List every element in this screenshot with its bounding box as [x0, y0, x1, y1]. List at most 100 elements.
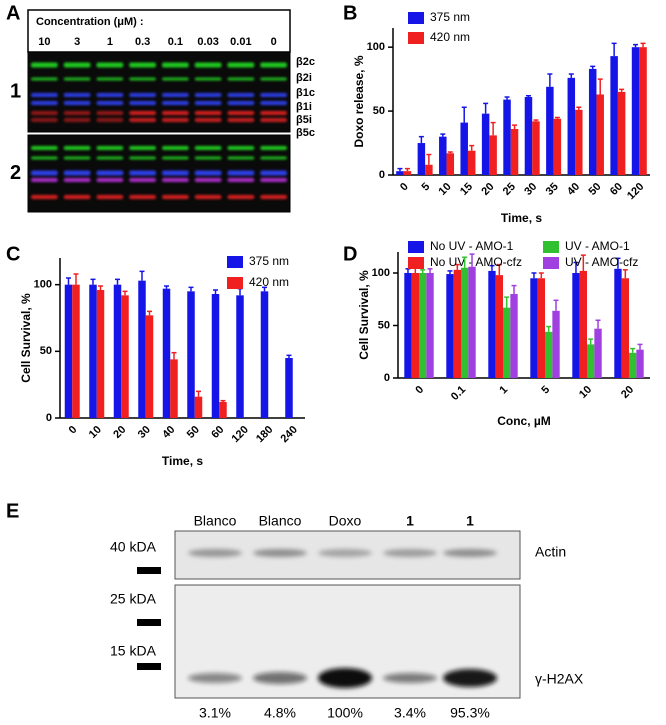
- gel-label: 2: [10, 162, 21, 184]
- gel-band: [129, 101, 156, 105]
- gel-band: [260, 93, 287, 97]
- error-bar: [220, 399, 226, 402]
- lane-label: Blanco: [194, 513, 237, 529]
- error-bar: [546, 325, 552, 332]
- bar: [396, 171, 404, 175]
- gel-band: [63, 62, 91, 68]
- legend-label: UV - AMO-1: [565, 239, 630, 253]
- marker-label: 40 kDA: [110, 539, 157, 555]
- bar: [446, 153, 455, 175]
- error-bar: [461, 106, 467, 123]
- gel-band: [227, 93, 255, 97]
- h2ax-band: [443, 669, 497, 687]
- gel-band: [194, 77, 222, 81]
- actin-band: [318, 549, 372, 557]
- gel-band: [162, 93, 189, 97]
- quantification: 4.8%: [264, 705, 296, 721]
- error-bar: [637, 343, 643, 350]
- marker-bar: [137, 619, 161, 626]
- bar: [572, 273, 580, 378]
- error-bar: [440, 133, 446, 137]
- gel-band: [260, 118, 287, 122]
- y-tick-label: 50: [378, 319, 390, 331]
- bar: [553, 118, 562, 175]
- bar: [524, 97, 533, 175]
- gel-band: [227, 77, 255, 81]
- bar: [411, 273, 419, 378]
- bar: [567, 77, 576, 175]
- bar: [552, 310, 560, 378]
- error-bar: [553, 299, 559, 311]
- gel-band: [227, 146, 255, 150]
- bar: [636, 349, 644, 378]
- bar: [588, 68, 597, 175]
- gel-band: [63, 146, 91, 150]
- y-tick-label: 0: [384, 372, 390, 384]
- gel-band: [63, 170, 91, 176]
- error-bar: [164, 285, 169, 289]
- bar: [532, 121, 540, 175]
- error-bar: [622, 269, 628, 279]
- error-bar: [469, 253, 475, 267]
- gel-band: [63, 111, 91, 115]
- x-tick-label: 30: [136, 424, 153, 441]
- x-tick-label: 5: [539, 384, 552, 397]
- error-bar: [489, 264, 495, 271]
- gel-band: [63, 156, 91, 160]
- gel-band: [96, 146, 124, 150]
- gel-band: [96, 111, 124, 115]
- concentration-label: 0.1: [168, 36, 183, 48]
- bar: [64, 284, 73, 418]
- error-bar: [496, 263, 502, 276]
- bar: [162, 288, 171, 418]
- gel-band: [194, 156, 222, 160]
- error-bar: [405, 268, 411, 273]
- bar: [211, 294, 220, 418]
- x-tick-label: 30: [522, 181, 539, 198]
- gel-band: [162, 195, 189, 199]
- bar: [579, 270, 587, 378]
- gel-band: [96, 170, 124, 176]
- error-bar: [504, 96, 510, 100]
- gel-band: [227, 62, 255, 68]
- panel-letter: D: [343, 243, 357, 265]
- gel-band: [63, 93, 91, 97]
- concentration-label: 0.3: [135, 36, 150, 48]
- gel-band: [63, 101, 91, 105]
- bar: [187, 291, 195, 418]
- gel-band: [260, 101, 287, 105]
- y-tick-label: 100: [372, 267, 390, 279]
- bar: [546, 86, 554, 175]
- error-bar: [533, 119, 539, 122]
- bar: [503, 307, 511, 378]
- gel-band: [63, 195, 91, 199]
- x-axis-title: Time, s: [501, 211, 542, 225]
- gel-band: [129, 111, 156, 115]
- actin-band: [443, 549, 497, 557]
- gel-band: [63, 77, 91, 81]
- gel-band: [96, 178, 124, 182]
- error-bar: [576, 106, 582, 110]
- gel-band: [260, 62, 287, 68]
- quantification: 95.3%: [450, 705, 490, 721]
- bar: [621, 278, 629, 378]
- error-bar: [447, 270, 453, 275]
- error-bar: [490, 121, 496, 136]
- gel-band: [96, 156, 124, 160]
- gel-band: [31, 118, 58, 122]
- gel-band: [227, 156, 255, 160]
- gel-band: [194, 170, 222, 176]
- gel-band: [129, 77, 156, 81]
- gel-band: [194, 93, 222, 97]
- gel-band: [260, 178, 287, 182]
- bar: [614, 268, 622, 378]
- gel-header-box: [27, 9, 291, 53]
- error-bar: [615, 257, 621, 269]
- gel-band: [227, 178, 255, 182]
- gel-band: [96, 118, 124, 122]
- panel-letter: B: [343, 2, 357, 24]
- bar: [446, 274, 454, 378]
- lane-label: Doxo: [329, 513, 362, 529]
- gel-band: [162, 170, 189, 176]
- legend-swatch: [543, 241, 559, 253]
